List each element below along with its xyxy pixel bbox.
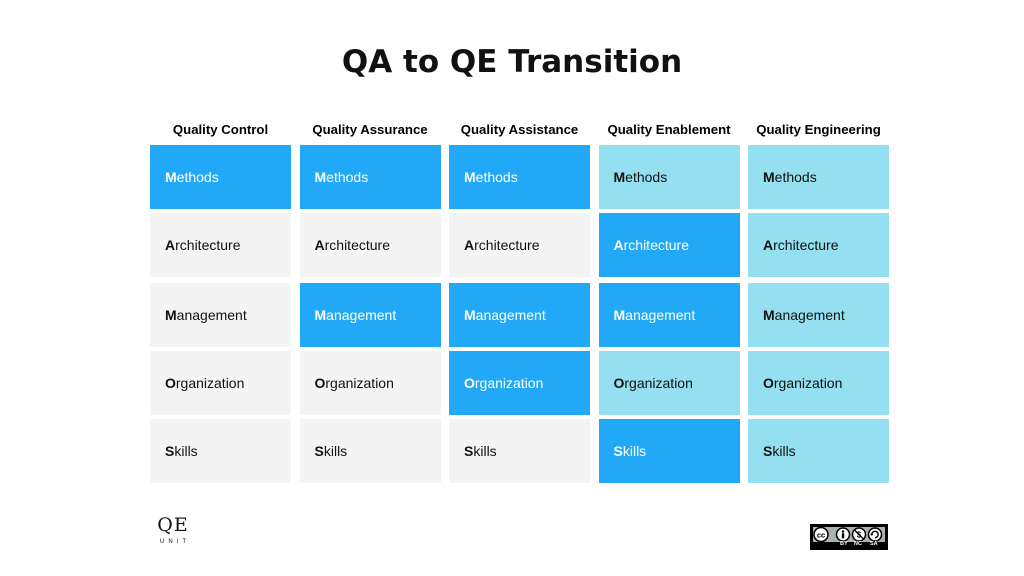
cc-label-sa: SA xyxy=(870,541,878,547)
cell-initial: M xyxy=(613,307,626,323)
cell-label: rchitecture xyxy=(474,237,540,253)
cell-label: ethods xyxy=(475,169,518,185)
column-header: Quality Engineering xyxy=(756,122,881,137)
cell-label: kills xyxy=(772,443,796,459)
cell-initial: M xyxy=(165,169,177,185)
cell-label: kills xyxy=(622,443,647,459)
cell-label: kills xyxy=(473,443,497,459)
cell-initial: O xyxy=(464,375,475,391)
cell-initial: S xyxy=(613,443,623,459)
cell-initial: M xyxy=(763,169,775,185)
cc-label-nc: NC xyxy=(854,541,862,547)
cell-initial: M xyxy=(763,307,775,323)
column-header: Quality Control xyxy=(172,122,269,137)
cell-label: rganization xyxy=(474,375,544,391)
cell-initial: A xyxy=(763,237,774,253)
cell-label: rchitecture xyxy=(324,237,390,253)
cell-label: kills xyxy=(323,443,348,459)
cell-label: anagement xyxy=(625,307,696,323)
column-header: Quality Enablement xyxy=(607,122,731,137)
cell-label: rganization xyxy=(624,375,693,391)
cell-label: anagement xyxy=(176,307,247,323)
cell-label: ethods xyxy=(326,169,369,185)
cc-icons: cc $ xyxy=(813,526,883,543)
cell-initial: O xyxy=(613,375,625,391)
cell-initial: A xyxy=(613,237,624,253)
cell-initial: S xyxy=(314,443,324,459)
cell-label: ethods xyxy=(625,169,668,185)
cell-initial: M xyxy=(165,307,177,323)
logo-mark: QE xyxy=(157,514,189,536)
page-title: QA to QE Transition xyxy=(341,44,683,80)
cc-icon-glyph: cc xyxy=(817,531,825,540)
cell-initial: A xyxy=(464,237,475,253)
qe-unit-logo: QE UNIT xyxy=(155,515,191,545)
cc-label-by: BY xyxy=(840,541,848,547)
cc-license-labels: BY NC SA xyxy=(811,541,887,548)
column-header: Quality Assistance xyxy=(460,122,579,137)
cc-icons-strip: cc $ xyxy=(813,526,885,543)
cell-label: kills xyxy=(174,443,198,459)
cell-initial: A xyxy=(165,237,176,253)
cell-label: rganization xyxy=(773,375,843,391)
cell-initial: O xyxy=(763,375,774,391)
cell-initial: O xyxy=(314,375,326,391)
cell-initial: M xyxy=(464,169,476,185)
cell-initial: M xyxy=(314,307,327,323)
cell-label: rchitecture xyxy=(175,237,241,253)
cell-initial: S xyxy=(763,443,773,459)
cell-label: rchitecture xyxy=(773,237,839,253)
cell-initial: S xyxy=(165,443,175,459)
column-header: Quality Assurance xyxy=(312,122,428,137)
cell-initial: M xyxy=(314,169,327,185)
cell-label: rganization xyxy=(325,375,394,391)
cell-label: rchitecture xyxy=(623,237,689,253)
cell-initial: A xyxy=(314,237,325,253)
share-alike-icon xyxy=(867,527,883,542)
cell-label: rganization xyxy=(175,375,245,391)
cell-initial: M xyxy=(613,169,626,185)
cell-label: anagement xyxy=(774,307,845,323)
cell-label: anagement xyxy=(326,307,397,323)
cc-icon xyxy=(813,526,829,543)
cell-initial: O xyxy=(165,375,176,391)
logo-subtext: UNIT xyxy=(160,539,190,545)
cell-label: anagement xyxy=(475,307,546,323)
cell-label: ethods xyxy=(774,169,817,185)
cell-initial: S xyxy=(464,443,474,459)
cell-initial: M xyxy=(464,307,476,323)
creative-commons-license-badge: cc $ BY NC SA xyxy=(810,524,888,550)
cell-label: ethods xyxy=(176,169,219,185)
